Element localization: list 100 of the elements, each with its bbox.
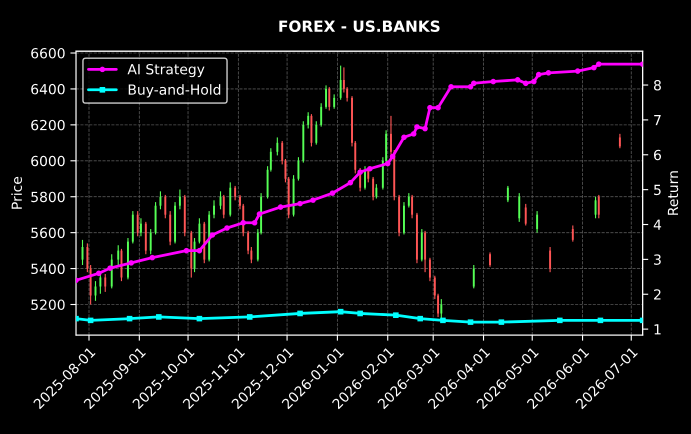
y2-tick-label: 1 [654, 324, 661, 334]
candlestick [234, 185, 236, 201]
legend-label: AI Strategy [128, 64, 205, 78]
candlestick [140, 218, 142, 237]
point [427, 104, 433, 110]
point [514, 77, 520, 83]
line-series [76, 61, 643, 284]
candlestick [440, 298, 442, 320]
point [596, 61, 602, 67]
point [240, 220, 246, 226]
candlestick [150, 228, 152, 255]
point [591, 64, 597, 70]
candlestick [618, 133, 621, 149]
y-tick-label: 5200 [31, 299, 65, 310]
candlestick [472, 264, 475, 289]
y2-tick-label: 6 [654, 150, 662, 160]
y-axis-title: Price [11, 176, 22, 209]
point [330, 190, 336, 196]
point [417, 316, 423, 322]
candlestick [328, 86, 330, 112]
point [367, 166, 373, 172]
y2-axis-title: Return [668, 171, 678, 215]
point [357, 310, 363, 316]
y-tick-label: 6400 [31, 84, 65, 94]
point [490, 78, 496, 84]
candlestick [117, 244, 120, 266]
candlestick [94, 280, 96, 302]
y-tick-label: 5600 [31, 228, 65, 238]
candlestick [220, 190, 222, 210]
point [414, 124, 420, 130]
point [126, 316, 132, 322]
y2-tick-label: 5 [654, 184, 661, 196]
candlestick [333, 94, 336, 110]
point [128, 260, 134, 266]
point [256, 211, 262, 217]
y-tick-label: 6600 [31, 48, 65, 58]
point [297, 310, 303, 316]
point [574, 68, 580, 74]
candlestick [375, 184, 378, 200]
chart-title: FOREX - US.BANKS [279, 20, 440, 32]
candlestick [159, 190, 162, 210]
point [546, 70, 552, 76]
candlestick [320, 102, 322, 128]
point [88, 318, 94, 324]
candlestick [270, 148, 272, 172]
line-series [76, 308, 643, 325]
candlestick [506, 185, 509, 203]
point [422, 126, 428, 132]
point [440, 318, 446, 324]
candlestick [372, 176, 374, 201]
point [393, 312, 399, 318]
point [310, 197, 316, 203]
candlestick [247, 230, 250, 255]
candlestick [82, 239, 84, 266]
point [196, 316, 202, 322]
candlestick [598, 194, 600, 219]
candlestick [297, 156, 300, 182]
legend-label: Buy-and-Hold [128, 84, 220, 98]
y2-tick-label: 7 [654, 115, 661, 126]
candlestick [307, 112, 310, 130]
point [96, 270, 102, 276]
candlestick [572, 224, 574, 242]
y2-tick-label: 4 [654, 220, 662, 230]
candlestick [315, 120, 318, 146]
candlestick [178, 188, 181, 210]
point [107, 265, 113, 271]
candlestick [411, 194, 414, 219]
point [357, 169, 363, 175]
point [468, 319, 474, 325]
point [252, 220, 258, 226]
y-tick-label: 5800 [31, 192, 65, 202]
point [471, 80, 477, 86]
point [348, 180, 354, 186]
point [384, 160, 391, 166]
point [522, 80, 529, 86]
point [297, 200, 303, 206]
point [448, 84, 454, 90]
y2-tick-label: 8 [654, 80, 661, 91]
candlestick [489, 252, 491, 268]
point [468, 84, 474, 90]
candlestick [408, 192, 410, 208]
point [196, 248, 202, 254]
point [150, 254, 156, 260]
point [278, 204, 284, 210]
point [410, 131, 416, 137]
point [531, 78, 537, 84]
point [246, 314, 253, 320]
point [184, 248, 190, 254]
candlestick [126, 237, 129, 280]
point [390, 154, 396, 160]
candlestick [594, 196, 597, 219]
y-tick-label: 5400 [31, 264, 65, 274]
point [156, 314, 162, 320]
candlestick [325, 84, 328, 110]
y-tick-label: 6200 [31, 120, 65, 130]
candlestick [250, 246, 252, 264]
point [498, 319, 504, 325]
y2-tick-label: 3 [654, 254, 661, 265]
y-tick-label: 6000 [31, 156, 65, 166]
point [557, 318, 563, 324]
